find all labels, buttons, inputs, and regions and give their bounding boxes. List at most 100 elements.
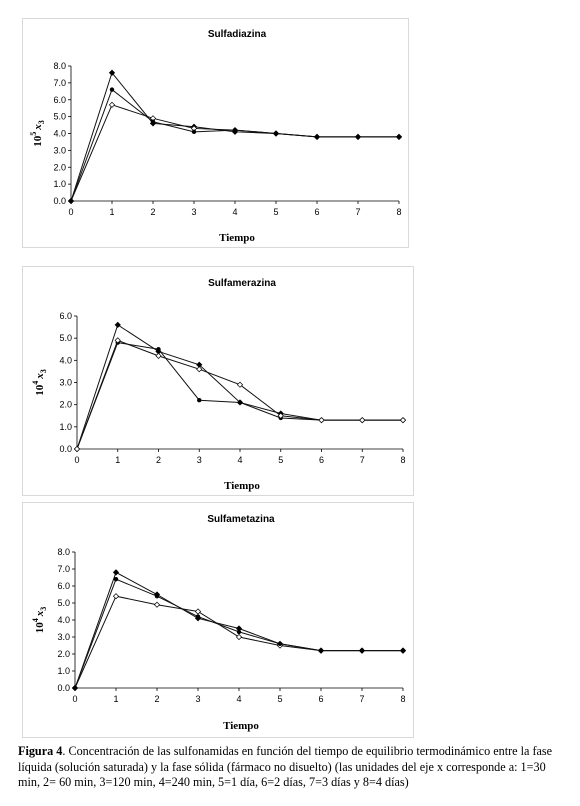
y-tick-label: 4.0: [57, 615, 70, 625]
y-tick-label: 4.0: [53, 129, 66, 139]
y-label-exponent: 4: [31, 618, 40, 622]
y-tick-label: 2.0: [53, 162, 66, 172]
x-tick-label: 5: [277, 694, 282, 704]
data-point: [153, 601, 161, 608]
x-tick-label: 1: [113, 694, 118, 704]
y-tick-label: 0.0: [53, 196, 66, 206]
caption-text: . Concentración de las sulfonamidas en f…: [18, 744, 553, 789]
y-tick-label: 7.0: [57, 564, 70, 574]
series-line-3: [76, 339, 403, 450]
x-tick-label: 7: [359, 694, 364, 704]
data-point: [314, 134, 320, 140]
data-point: [195, 614, 201, 619]
data-point: [194, 608, 202, 615]
data-point: [154, 594, 160, 599]
y-tick-label: 1.0: [53, 179, 66, 189]
series-line-2: [70, 104, 399, 202]
chart-sulfadiazina: Sulfadiazina 0.0 1.0 2.0 3.0 4.0 5.0 6.0 7.0 8.0 0…: [29, 29, 403, 244]
y-label-subscript: 3: [37, 120, 46, 124]
x-axis-label: Tiempo: [224, 480, 260, 492]
data-point: [277, 641, 283, 646]
data-point: [197, 398, 202, 403]
data-point: [72, 685, 78, 691]
data-point: [236, 629, 242, 635]
data-point: [359, 648, 365, 653]
data-point: [155, 352, 162, 359]
x-tick-label: 3: [191, 207, 196, 217]
data-point: [108, 101, 116, 108]
data-point: [150, 119, 156, 124]
y-label-base: 10: [34, 384, 46, 396]
x-tick-label: 8: [400, 694, 405, 704]
x-tick-label: 4: [236, 694, 241, 704]
data-point: [318, 648, 324, 653]
x-tick-label: 4: [237, 455, 242, 465]
data-point: [236, 381, 244, 388]
data-point: [196, 366, 203, 373]
chart-title: Sulfadiazina: [208, 29, 267, 40]
figure-caption: Figura 4. Concentración de las sulfonami…: [18, 744, 570, 791]
y-tick-label: 1.0: [59, 422, 72, 432]
y-tick-label: 3.0: [59, 378, 72, 388]
y-tick-label: 1.0: [57, 666, 70, 676]
data-point: [396, 134, 402, 140]
series-line-2: [74, 595, 403, 689]
data-point: [112, 569, 120, 576]
y-label-subscript: 3: [39, 369, 48, 373]
x-tick-label: 2: [156, 455, 161, 465]
data-point: [399, 417, 407, 424]
chart-sulfamerazina: Sulfamerazina 0.0 1.0 2.0 3.0 4.0 5.0 6.0 0 1 2 3 4 5…: [31, 278, 407, 492]
data-point: [273, 131, 279, 136]
y-label-base: 10: [32, 135, 44, 147]
y-label-base: 10: [34, 622, 46, 634]
x-tick-label: 5: [273, 207, 278, 217]
data-point: [156, 347, 161, 352]
y-label-exponent: 4: [31, 381, 40, 385]
x-axis-label: Tiempo: [223, 720, 259, 732]
series-line-3: [70, 88, 399, 202]
series-line-2: [76, 342, 403, 450]
y-label-variable: x: [32, 124, 44, 131]
x-tick-label: 3: [195, 694, 200, 704]
x-tick-label: 0: [72, 694, 77, 704]
x-tick-label: 7: [360, 455, 365, 465]
y-tick-label: 5.0: [57, 598, 70, 608]
y-tick-label: 4.0: [59, 355, 72, 365]
y-tick-label: 2.0: [57, 649, 70, 659]
data-point: [114, 337, 121, 344]
y-tick-label: 2.0: [59, 400, 72, 410]
x-axis-label: Tiempo: [219, 232, 255, 244]
data-point: [237, 400, 243, 405]
y-axis-label: 104x3: [31, 607, 48, 634]
data-point: [235, 633, 243, 641]
y-label-subscript: 3: [39, 607, 48, 611]
y-label-variable: x: [34, 610, 46, 617]
y-tick-label: 7.0: [53, 78, 66, 88]
chart-title: Sulfametazina: [207, 514, 275, 525]
chart-sulfametazina: Sulfametazina 0.0 1.0 2.0 3.0 4.0 5.0 6.0 7.0 8.0…: [31, 514, 407, 732]
x-tick-label: 4: [232, 207, 237, 217]
data-point: [112, 593, 120, 600]
data-point: [108, 69, 116, 76]
x-tick-label: 0: [68, 207, 73, 217]
data-point: [318, 417, 325, 424]
chart-panel-sulfametazina: Sulfametazina 0.0 1.0 2.0 3.0 4.0 5.0 6.0 7.0 8.0…: [22, 502, 414, 738]
x-tick-label: 2: [154, 694, 159, 704]
y-tick-label: 6.0: [59, 311, 72, 321]
y-tick-label: 0.0: [59, 444, 72, 454]
data-point: [400, 648, 406, 653]
caption-label: Figura 4: [18, 744, 63, 758]
chart-panel-sulfadiazina: Sulfadiazina 0.0 1.0 2.0 3.0 4.0 5.0 6.0 7.0 8.0 0…: [22, 18, 409, 248]
data-point: [113, 577, 119, 582]
x-tick-label: 1: [109, 207, 114, 217]
x-tick-label: 8: [396, 207, 401, 217]
x-tick-label: 6: [318, 694, 323, 704]
data-point: [109, 87, 115, 92]
x-tick-label: 5: [278, 455, 283, 465]
y-tick-label: 0.0: [57, 683, 70, 693]
data-point: [68, 198, 74, 204]
chart-title: Sulfamerazina: [208, 278, 276, 289]
x-tick-label: 2: [150, 207, 155, 217]
data-point: [359, 417, 366, 424]
y-tick-label: 6.0: [53, 95, 66, 105]
